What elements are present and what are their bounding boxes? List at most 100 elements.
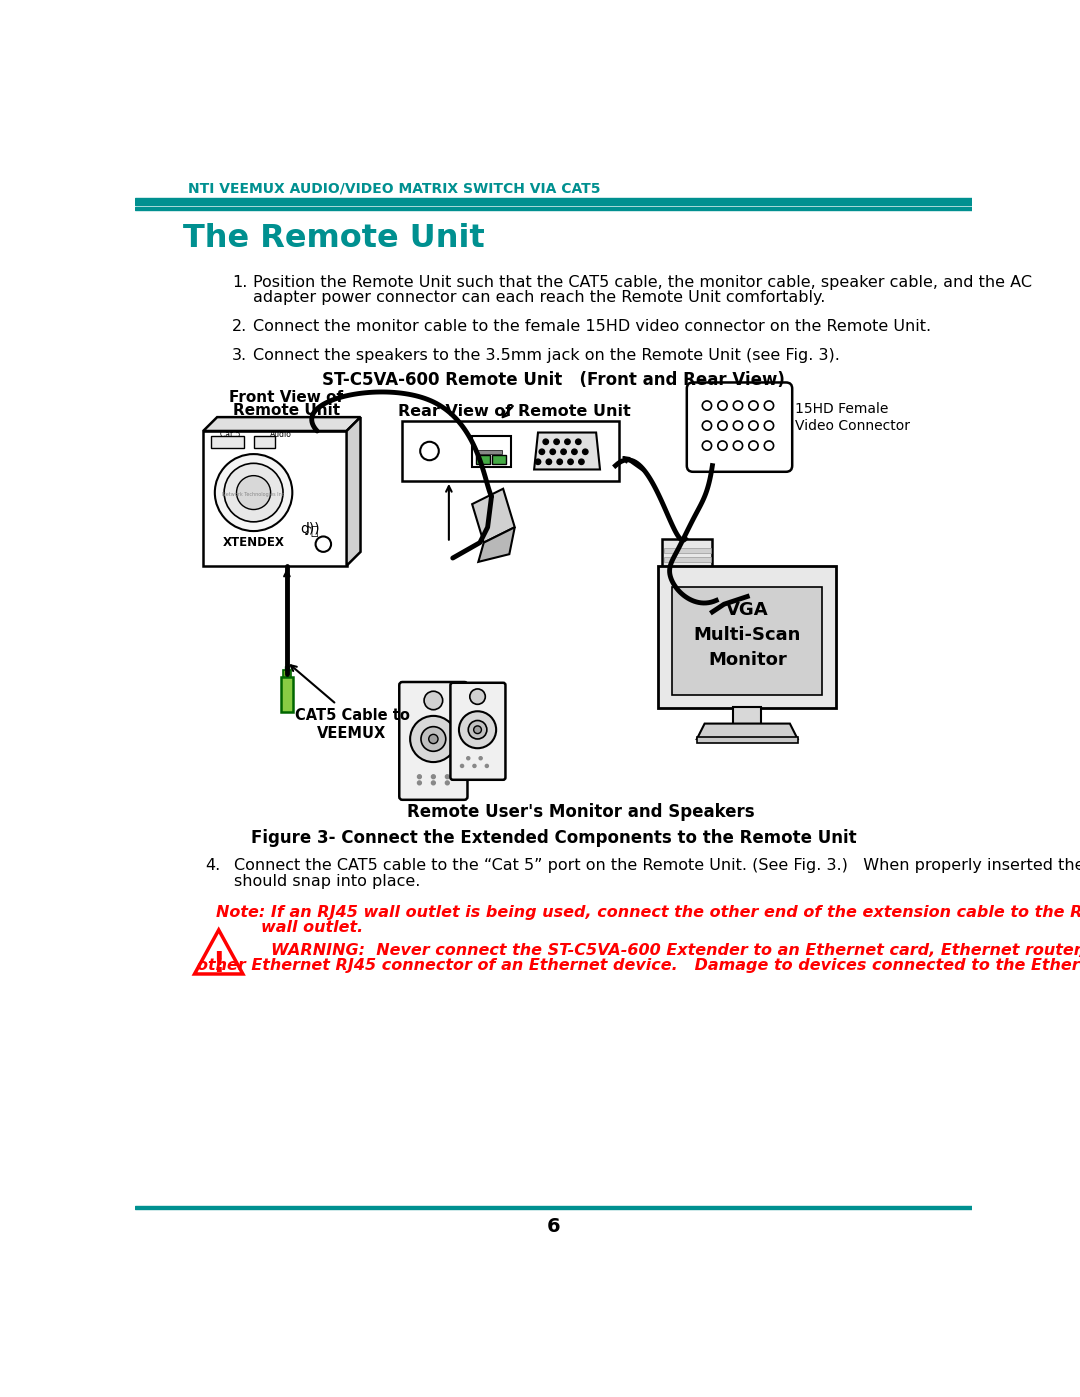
- Circle shape: [765, 420, 773, 430]
- Bar: [663, 557, 711, 562]
- Circle shape: [748, 401, 758, 411]
- Text: Audio: Audio: [270, 430, 292, 439]
- Circle shape: [445, 781, 449, 785]
- Bar: [663, 548, 711, 553]
- Text: Figure 3- Connect the Extended Components to the Remote Unit: Figure 3- Connect the Extended Component…: [251, 828, 856, 847]
- Circle shape: [702, 604, 710, 610]
- Circle shape: [536, 460, 541, 464]
- Text: NTI VEEMUX AUDIO/VIDEO MATRIX SWITCH VIA CAT5: NTI VEEMUX AUDIO/VIDEO MATRIX SWITCH VIA…: [188, 182, 600, 196]
- Circle shape: [557, 460, 563, 464]
- Text: !: !: [213, 950, 225, 978]
- Polygon shape: [203, 418, 361, 432]
- Text: adapter power connector can each reach the Remote Unit comfortably.: adapter power connector can each reach t…: [253, 291, 825, 305]
- Text: 3.: 3.: [232, 348, 247, 363]
- Circle shape: [568, 460, 573, 464]
- Bar: [663, 576, 711, 580]
- FancyBboxPatch shape: [450, 683, 505, 780]
- Text: Connect the speakers to the 3.5mm jack on the Remote Unit (see Fig. 3).: Connect the speakers to the 3.5mm jack o…: [253, 348, 839, 363]
- Bar: [663, 585, 711, 590]
- Circle shape: [420, 441, 438, 460]
- Circle shape: [424, 692, 443, 710]
- Bar: [663, 567, 711, 571]
- Circle shape: [418, 781, 421, 785]
- Text: ST-C5VA-600 Remote Unit   (Front and Rear View): ST-C5VA-600 Remote Unit (Front and Rear …: [322, 372, 785, 388]
- Text: The Remote Unit: The Remote Unit: [183, 224, 485, 254]
- Circle shape: [702, 420, 712, 430]
- Polygon shape: [535, 433, 600, 469]
- Bar: [478, 450, 501, 454]
- Bar: [663, 604, 711, 608]
- Circle shape: [733, 401, 743, 411]
- Bar: [476, 455, 490, 464]
- Circle shape: [546, 460, 552, 464]
- Circle shape: [410, 715, 457, 763]
- Bar: [669, 602, 699, 612]
- Circle shape: [315, 536, 332, 552]
- Text: Rear View of Remote Unit: Rear View of Remote Unit: [399, 404, 631, 419]
- Circle shape: [582, 448, 588, 454]
- Bar: [211, 436, 243, 448]
- Polygon shape: [347, 418, 361, 566]
- Circle shape: [473, 764, 476, 767]
- Polygon shape: [472, 489, 515, 542]
- Bar: [662, 539, 713, 612]
- Polygon shape: [194, 930, 243, 974]
- Bar: [492, 455, 507, 464]
- Circle shape: [467, 757, 470, 760]
- Text: Network Technologies Inc: Network Technologies Inc: [222, 492, 285, 496]
- Text: 4.: 4.: [205, 858, 220, 873]
- Bar: [403, 420, 619, 481]
- Text: XTENDEX: XTENDEX: [222, 536, 284, 549]
- Circle shape: [554, 439, 559, 444]
- Text: should snap into place.: should snap into place.: [234, 873, 420, 888]
- Circle shape: [718, 420, 727, 430]
- Circle shape: [539, 448, 544, 454]
- Circle shape: [460, 764, 463, 767]
- Bar: [663, 594, 711, 599]
- Text: d)): d)): [300, 521, 320, 536]
- Circle shape: [765, 441, 773, 450]
- Text: 2.: 2.: [232, 320, 247, 334]
- Text: other Ethernet RJ45 connector of an Ethernet device.   Damage to devices connect: other Ethernet RJ45 connector of an Ethe…: [197, 958, 1080, 974]
- Polygon shape: [697, 724, 798, 739]
- Bar: [135, 207, 972, 210]
- Circle shape: [733, 420, 743, 430]
- Circle shape: [718, 441, 727, 450]
- Text: ♪⦿: ♪⦿: [303, 525, 320, 538]
- Bar: [254, 436, 275, 448]
- Circle shape: [469, 721, 487, 739]
- Circle shape: [445, 775, 449, 778]
- Circle shape: [474, 726, 482, 733]
- Circle shape: [470, 689, 485, 704]
- Circle shape: [429, 735, 438, 743]
- Bar: [135, 1207, 972, 1208]
- Circle shape: [215, 454, 293, 531]
- Text: Connect the monitor cable to the female 15HD video connector on the Remote Unit.: Connect the monitor cable to the female …: [253, 320, 931, 334]
- Circle shape: [550, 448, 555, 454]
- Bar: [665, 602, 697, 612]
- Circle shape: [237, 475, 271, 510]
- Bar: [672, 587, 823, 696]
- Circle shape: [561, 448, 566, 454]
- Bar: [662, 602, 693, 612]
- Text: 15HD Female
Video Connector: 15HD Female Video Connector: [795, 402, 910, 433]
- Bar: [203, 432, 347, 566]
- Circle shape: [702, 401, 712, 411]
- Circle shape: [225, 464, 283, 522]
- Bar: [135, 198, 972, 205]
- Bar: [281, 678, 293, 712]
- Circle shape: [485, 764, 488, 767]
- Circle shape: [431, 781, 435, 785]
- Polygon shape: [478, 527, 515, 562]
- Text: Position the Remote Unit such that the CAT5 cable, the monitor cable, speaker ca: Position the Remote Unit such that the C…: [253, 275, 1031, 289]
- Bar: [283, 669, 291, 678]
- Text: 1.: 1.: [232, 275, 247, 289]
- Bar: [684, 602, 715, 612]
- Bar: [733, 707, 761, 724]
- Text: Note: If an RJ45 wall outlet is being used, connect the other end of the extensi: Note: If an RJ45 wall outlet is being us…: [216, 904, 1080, 919]
- Text: 6: 6: [546, 1217, 561, 1236]
- Circle shape: [748, 441, 758, 450]
- Circle shape: [565, 439, 570, 444]
- Circle shape: [748, 420, 758, 430]
- Bar: [658, 566, 836, 708]
